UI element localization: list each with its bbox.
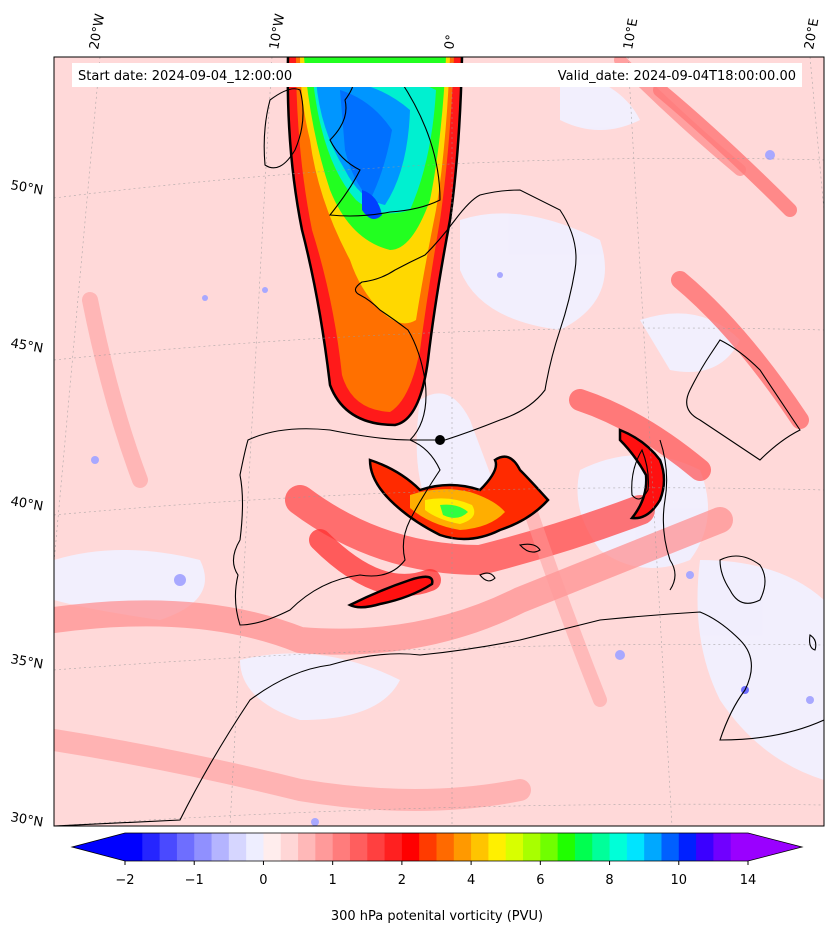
graticule bbox=[54, 57, 824, 826]
longitude-labels: 20°W 10°W 0° 10°E 20°E bbox=[87, 13, 822, 51]
colorbar-tick-label: 10 bbox=[671, 873, 688, 888]
colorbar-swatch bbox=[280, 833, 299, 861]
colorbar-max-arrow bbox=[748, 833, 802, 861]
colorbar-swatch bbox=[730, 833, 749, 861]
colorbar-tick-label: 1 bbox=[329, 873, 337, 888]
colorbar-swatch bbox=[505, 833, 524, 861]
colorbar-swatch bbox=[246, 833, 264, 861]
colorbar-swatch bbox=[298, 833, 316, 861]
pv-streamer-north bbox=[286, 57, 464, 427]
colorbar-swatch bbox=[713, 833, 732, 861]
colorbar-label: 300 hPa potenital vorticity (PVU) bbox=[331, 909, 543, 924]
lon-label-10w: 10°W bbox=[267, 13, 288, 51]
colorbar-swatch bbox=[557, 833, 576, 861]
lat-label-45n: 45°N bbox=[9, 336, 44, 356]
lat-label-30n: 30°N bbox=[9, 810, 44, 830]
lon-label-10e: 10°E bbox=[621, 17, 641, 50]
colorbar-swatch bbox=[349, 833, 368, 861]
colorbar-swatch bbox=[263, 833, 282, 861]
colorbar-swatch bbox=[453, 833, 472, 861]
colorbar-swatch bbox=[592, 833, 611, 861]
colorbar-swatch bbox=[661, 833, 680, 861]
colorbar-swatch bbox=[142, 833, 161, 861]
colorbar-swatch bbox=[419, 833, 437, 861]
colorbar-tick-label: −2 bbox=[115, 873, 134, 888]
colorbar-swatch bbox=[574, 833, 593, 861]
colorbar-swatch bbox=[332, 833, 351, 861]
colorbar-swatch bbox=[488, 833, 507, 861]
colorbar-swatch bbox=[436, 833, 455, 861]
lat-label-35n: 35°N bbox=[9, 652, 44, 672]
start-date-label: Start date: 2024-09-04_12:00:00 bbox=[78, 69, 292, 84]
colorbar-tick-label: 14 bbox=[740, 873, 757, 888]
colorbar-swatch bbox=[523, 833, 541, 861]
lat-label-50n: 50°N bbox=[9, 178, 44, 198]
colorbar-swatch bbox=[125, 833, 143, 861]
lon-label-20e: 20°E bbox=[802, 17, 822, 50]
colorbar-swatch bbox=[211, 833, 230, 861]
map-area bbox=[54, 57, 824, 826]
colorbar-swatch bbox=[678, 833, 697, 861]
colorbar-swatch bbox=[384, 833, 403, 861]
colorbar-swatch bbox=[194, 833, 213, 861]
lon-label-20w: 20°W bbox=[87, 13, 108, 51]
colorbar-tick-label: 8 bbox=[605, 873, 613, 888]
colorbar-swatch bbox=[159, 833, 178, 861]
colorbar-tick-label: 4 bbox=[467, 873, 475, 888]
colorbar-tick-label: −1 bbox=[185, 873, 204, 888]
latitude-labels: 50°N 45°N 40°N 35°N 30°N bbox=[9, 178, 44, 830]
colorbar-swatch bbox=[471, 833, 489, 861]
colorbar-swatch bbox=[696, 833, 714, 861]
colorbar-swatch bbox=[609, 833, 628, 861]
colorbar-swatch bbox=[315, 833, 334, 861]
colorbar-swatch bbox=[367, 833, 386, 861]
lon-label-0: 0° bbox=[442, 34, 459, 51]
colorbar-tick-label: 6 bbox=[536, 873, 544, 888]
negative-pv-spots bbox=[91, 150, 814, 826]
colorbar-swatch bbox=[228, 833, 247, 861]
valid-date-label: Valid_date: 2024-09-04T18:00:00.00 bbox=[558, 69, 796, 84]
colorbar-swatch bbox=[540, 833, 559, 861]
lat-label-40n: 40°N bbox=[9, 494, 44, 514]
colorbar: −2 −1 0 1 2 4 6 8 10 14 bbox=[70, 832, 804, 888]
map-frame bbox=[53, 56, 825, 827]
colorbar-swatch bbox=[176, 833, 195, 861]
colorbar-min-arrow bbox=[72, 833, 125, 861]
colorbar-swatch bbox=[626, 833, 645, 861]
colorbar-swatch bbox=[401, 833, 420, 861]
header-box: Start date: 2024-09-04_12:00:00 Valid_da… bbox=[72, 63, 802, 87]
pv-cutoff-south bbox=[347, 428, 749, 694]
colorbar-swatch bbox=[644, 833, 662, 861]
coastlines bbox=[54, 67, 824, 826]
colorbar-tick-label: 2 bbox=[398, 873, 406, 888]
colorbar-tick-label: 0 bbox=[259, 873, 267, 888]
